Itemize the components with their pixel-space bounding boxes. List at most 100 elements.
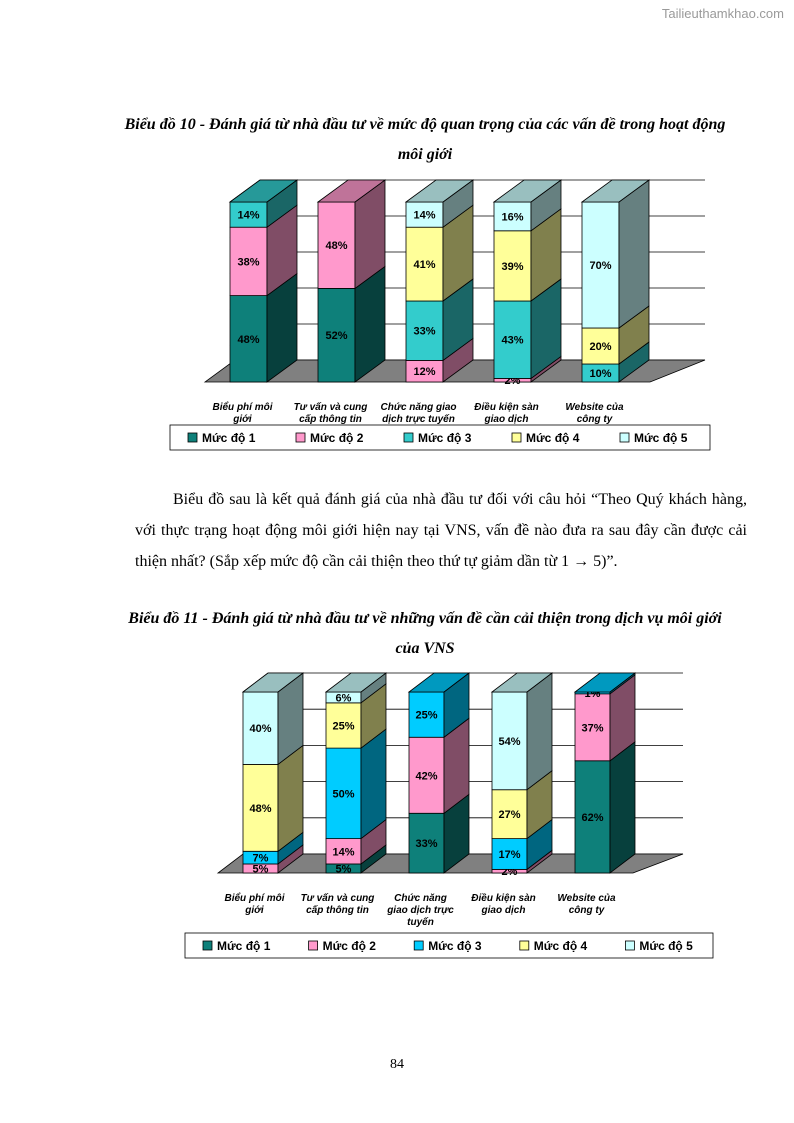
legend-label: Mức độ 3 <box>428 939 482 953</box>
data-label: 25% <box>415 710 437 722</box>
category-label-line: Chức năng <box>394 893 447 904</box>
data-label: 62% <box>581 812 603 824</box>
category-label-line: Website của <box>565 402 624 413</box>
data-label: 5% <box>253 863 269 875</box>
bar-segment <box>408 812 445 874</box>
category-label-line: Tư vấn và cung <box>301 892 375 904</box>
category-label-line: Chức năng giao <box>380 402 456 413</box>
legend-label: Mức độ 4 <box>534 939 588 953</box>
body-paragraph: Biểu đồ sau là kết quả đánh giá của nhà … <box>135 491 747 570</box>
category-label-line: Website của <box>557 893 616 904</box>
bar-segment <box>405 226 444 302</box>
category-label: Biểu phí môi giới <box>213 401 273 425</box>
bar-segment <box>405 201 444 228</box>
legend-label: Mức độ 3 <box>418 431 472 445</box>
category-label-line: Điều kiện sàn <box>471 892 535 904</box>
legend-label: Mức độ 2 <box>310 431 364 445</box>
category-label-line: Biểu phí môi <box>213 401 273 413</box>
data-label: 16% <box>501 211 523 223</box>
legend-label: Mức độ 1 <box>202 431 256 445</box>
data-label: 43% <box>501 335 523 347</box>
bar-top <box>580 179 651 203</box>
category-label-line: cấp thông tin <box>306 904 369 916</box>
data-label: 6% <box>336 692 352 704</box>
data-label: 27% <box>498 809 520 821</box>
bar-segment <box>229 295 268 383</box>
category-label: Điều kiện sàn giao dịch <box>474 401 538 425</box>
bar-segment <box>317 201 356 289</box>
data-label: 37% <box>581 722 603 734</box>
bar-segment <box>493 201 532 232</box>
bar-top <box>407 672 471 693</box>
bar-segment <box>581 201 620 329</box>
legend-swatch <box>295 432 306 443</box>
data-label: 33% <box>415 838 437 850</box>
category-label-line: công ty <box>569 905 605 916</box>
bar-segment <box>229 226 268 296</box>
bar-top <box>324 672 388 693</box>
category-label: Điều kiện sàn giao dịch <box>471 892 535 916</box>
bar-segment <box>581 327 620 365</box>
category-label: Tư vấn và cung cấp thông tin <box>294 401 368 425</box>
bar-top <box>492 179 563 203</box>
data-label: 7% <box>253 853 269 865</box>
legend-label: Mức độ 1 <box>217 939 271 953</box>
category-label-line: cấp thông tin <box>299 413 362 425</box>
category-label: Tư vấn và cung cấp thông tin <box>301 892 375 916</box>
legend-label: Mức độ 5 <box>639 939 693 953</box>
data-label: 54% <box>498 736 520 748</box>
bar-top <box>404 179 475 203</box>
category-label-line: tuyến <box>407 916 434 928</box>
category-label-line: dịch trực tuyến <box>382 413 455 425</box>
bar-segment <box>574 760 611 874</box>
bar-segment <box>408 691 445 738</box>
data-label: 42% <box>415 770 437 782</box>
bar-segment <box>242 764 279 852</box>
legend-swatch <box>413 940 424 951</box>
legend-label: Mức độ 4 <box>526 431 580 445</box>
legend-swatch <box>625 940 635 951</box>
legend-swatch <box>308 940 319 951</box>
data-label: 48% <box>325 240 347 252</box>
legend-box <box>184 932 714 959</box>
data-label: 40% <box>249 723 271 735</box>
bar-top <box>316 179 387 203</box>
bar-segment <box>325 747 362 840</box>
category-label-line: giới <box>232 414 252 425</box>
bar-segment-side <box>609 740 636 874</box>
category-label: Chức năng giao dịch trực tuyến <box>380 402 456 425</box>
page-number: 84 <box>390 1057 404 1072</box>
bar-segment-side <box>618 179 650 329</box>
category-label-line: giao dịch <box>481 905 526 916</box>
data-label: 52% <box>325 330 347 342</box>
data-label: 48% <box>237 334 259 346</box>
data-label: 12% <box>413 366 435 378</box>
legend-swatch <box>403 432 414 443</box>
data-label: 25% <box>332 720 354 732</box>
category-label-line: Tư vấn và cung <box>294 401 368 413</box>
bar-segment <box>491 838 528 870</box>
data-label: 20% <box>589 341 611 353</box>
bar-top <box>573 672 637 693</box>
data-label: 33% <box>413 326 435 338</box>
chart-11-title: Biểu đồ 11 - Đánh giá từ nhà đầu tư về n… <box>128 610 722 657</box>
data-label: 50% <box>332 788 354 800</box>
data-label: 5% <box>336 863 352 875</box>
data-label: 14% <box>237 210 259 222</box>
category-label-line: công ty <box>577 414 613 425</box>
category-label: Chức năng giao dịch trực tuyến <box>386 893 454 928</box>
category-label-line: Điều kiện sàn <box>474 401 538 413</box>
legend-swatch <box>202 940 213 951</box>
legend-swatch <box>187 432 198 443</box>
bar-segment <box>242 691 279 765</box>
category-label-line: Biểu phí môi <box>225 892 285 904</box>
data-label: 48% <box>249 803 271 815</box>
category-label: Website của công ty <box>565 402 624 425</box>
bar-segment <box>491 789 528 840</box>
legend-label: Mức độ 5 <box>634 431 688 445</box>
data-label: 17% <box>498 849 520 861</box>
bar-segment <box>325 838 362 865</box>
bar-segment-side <box>526 672 553 791</box>
bar-segment <box>493 300 532 379</box>
